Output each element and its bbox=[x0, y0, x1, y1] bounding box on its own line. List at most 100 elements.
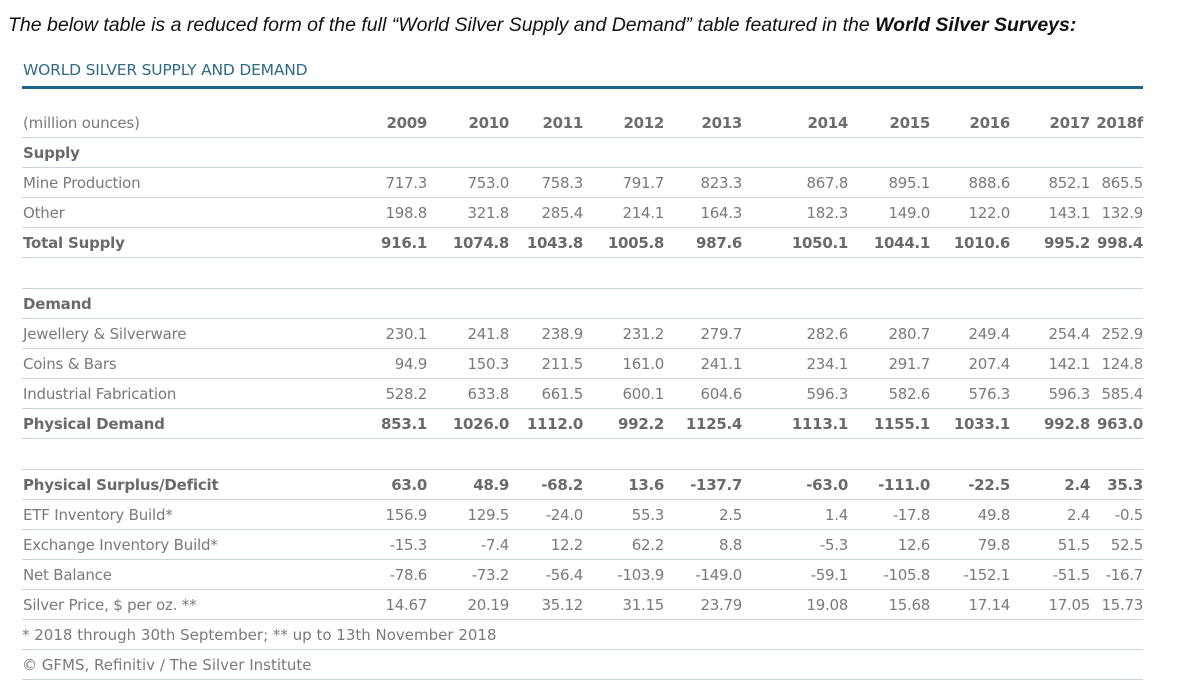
cell-value: 20.19 bbox=[427, 589, 509, 620]
cell-value: -16.7 bbox=[1090, 559, 1143, 590]
cell-value: 52.5 bbox=[1090, 529, 1143, 560]
cell-value bbox=[352, 288, 427, 319]
cell-value bbox=[509, 438, 583, 470]
cell-value bbox=[352, 137, 427, 168]
cell-value bbox=[742, 288, 848, 319]
cell-value: 214.1 bbox=[583, 197, 664, 228]
cell-value: 249.4 bbox=[930, 318, 1010, 349]
cell-value: 823.3 bbox=[664, 167, 742, 198]
cell-value: -51.5 bbox=[1010, 559, 1090, 590]
intro-text-plain: The below table is a reduced form of the… bbox=[8, 14, 876, 36]
cell-value: 1.4 bbox=[742, 499, 848, 530]
cell-value bbox=[509, 137, 583, 168]
cell-value: 596.3 bbox=[742, 378, 848, 409]
cell-value: 604.6 bbox=[664, 378, 742, 409]
row-label: Silver Price, $ per oz. ** bbox=[22, 589, 352, 620]
year-header: 2012 bbox=[583, 108, 664, 138]
year-header: 2009 bbox=[352, 108, 427, 138]
cell-value bbox=[1090, 288, 1143, 319]
cell-value bbox=[664, 137, 742, 168]
year-header: 2013 bbox=[664, 108, 742, 138]
table-row: Net Balance -78.6 -73.2 -56.4 -103.9 -149.0 -5… bbox=[22, 559, 1143, 590]
cell-value bbox=[352, 257, 427, 289]
cell-value: 1044.1 bbox=[848, 227, 930, 258]
cell-value: -24.0 bbox=[509, 499, 583, 530]
cell-value: 888.6 bbox=[930, 167, 1010, 198]
cell-value: 717.3 bbox=[352, 167, 427, 198]
cell-value bbox=[583, 438, 664, 470]
year-header: 2017 bbox=[1010, 108, 1090, 138]
cell-value: 241.8 bbox=[427, 318, 509, 349]
cell-value: 1033.1 bbox=[930, 408, 1010, 439]
section-heading-supply: Supply bbox=[22, 137, 1143, 168]
cell-value: 241.1 bbox=[664, 348, 742, 379]
cell-value bbox=[1010, 288, 1090, 319]
spacer-row bbox=[22, 257, 1143, 289]
cell-value bbox=[930, 257, 1010, 289]
cell-value: 238.9 bbox=[509, 318, 583, 349]
cell-value: 1112.0 bbox=[509, 408, 583, 439]
cell-value: 129.5 bbox=[427, 499, 509, 530]
cell-value: 600.1 bbox=[583, 378, 664, 409]
cell-value: 12.6 bbox=[848, 529, 930, 560]
cell-value bbox=[1010, 438, 1090, 470]
cell-value: 285.4 bbox=[509, 197, 583, 228]
cell-value: 321.8 bbox=[427, 197, 509, 228]
cell-value: -56.4 bbox=[509, 559, 583, 590]
cell-value: 164.3 bbox=[664, 197, 742, 228]
cell-value: -103.9 bbox=[583, 559, 664, 590]
cell-value: 1125.4 bbox=[664, 408, 742, 439]
year-header: 2018f bbox=[1090, 108, 1143, 138]
cell-value: 576.3 bbox=[930, 378, 1010, 409]
cell-value: 182.3 bbox=[742, 197, 848, 228]
row-label: Other bbox=[22, 197, 352, 228]
cell-value: 1005.8 bbox=[583, 227, 664, 258]
cell-value: -78.6 bbox=[352, 559, 427, 590]
row-label: Demand bbox=[22, 288, 352, 319]
table-row: Industrial Fabrication 528.2 633.8 661.5 600… bbox=[22, 378, 1143, 409]
cell-value: 143.1 bbox=[1010, 197, 1090, 228]
cell-value: 150.3 bbox=[427, 348, 509, 379]
cell-value: 895.1 bbox=[848, 167, 930, 198]
cell-value: 865.5 bbox=[1090, 167, 1143, 198]
cell-value: 252.9 bbox=[1090, 318, 1143, 349]
cell-value bbox=[583, 137, 664, 168]
cell-value: -15.3 bbox=[352, 529, 427, 560]
row-label: Net Balance bbox=[22, 559, 352, 590]
cell-value: 758.3 bbox=[509, 167, 583, 198]
cell-value: 23.79 bbox=[664, 589, 742, 620]
cell-value: 596.3 bbox=[1010, 378, 1090, 409]
row-label: Physical Surplus/Deficit bbox=[22, 469, 352, 500]
cell-value: -68.2 bbox=[509, 469, 583, 500]
row-label: Exchange Inventory Build* bbox=[22, 529, 352, 560]
cell-value: 49.8 bbox=[930, 499, 1010, 530]
table-body: Supply Mine Production 717.3 753.0 758.3 791.… bbox=[22, 137, 1143, 680]
table-row: Other 198.8 321.8 285.4 214.1 164.3 182.3 149.0… bbox=[22, 197, 1143, 228]
cell-value: 1043.8 bbox=[509, 227, 583, 258]
cell-value: 161.0 bbox=[583, 348, 664, 379]
cell-value: 753.0 bbox=[427, 167, 509, 198]
cell-value bbox=[352, 438, 427, 470]
cell-value bbox=[848, 257, 930, 289]
cell-value: 62.2 bbox=[583, 529, 664, 560]
cell-value: 992.2 bbox=[583, 408, 664, 439]
cell-value bbox=[664, 257, 742, 289]
cell-value: 15.73 bbox=[1090, 589, 1143, 620]
cell-value: 35.12 bbox=[509, 589, 583, 620]
cell-value bbox=[930, 137, 1010, 168]
cell-value: 585.4 bbox=[1090, 378, 1143, 409]
cell-value: 661.5 bbox=[509, 378, 583, 409]
supply-demand-table: (million ounces) 2009 2010 2011 2012 2013 201… bbox=[22, 108, 1143, 680]
table-row: ETF Inventory Build* 156.9 129.5 -24.0 55.3 2… bbox=[22, 499, 1143, 530]
cell-value: -17.8 bbox=[848, 499, 930, 530]
year-header: 2016 bbox=[930, 108, 1010, 138]
cell-value: 35.3 bbox=[1090, 469, 1143, 500]
table-row: Mine Production 717.3 753.0 758.3 791.7 823.3… bbox=[22, 167, 1143, 198]
cell-value: -137.7 bbox=[664, 469, 742, 500]
row-label: Coins & Bars bbox=[22, 348, 352, 379]
year-header: 2014 bbox=[742, 108, 848, 138]
cell-value: -5.3 bbox=[742, 529, 848, 560]
cell-value: 1155.1 bbox=[848, 408, 930, 439]
spacer-row bbox=[22, 438, 1143, 470]
cell-value: 254.4 bbox=[1010, 318, 1090, 349]
